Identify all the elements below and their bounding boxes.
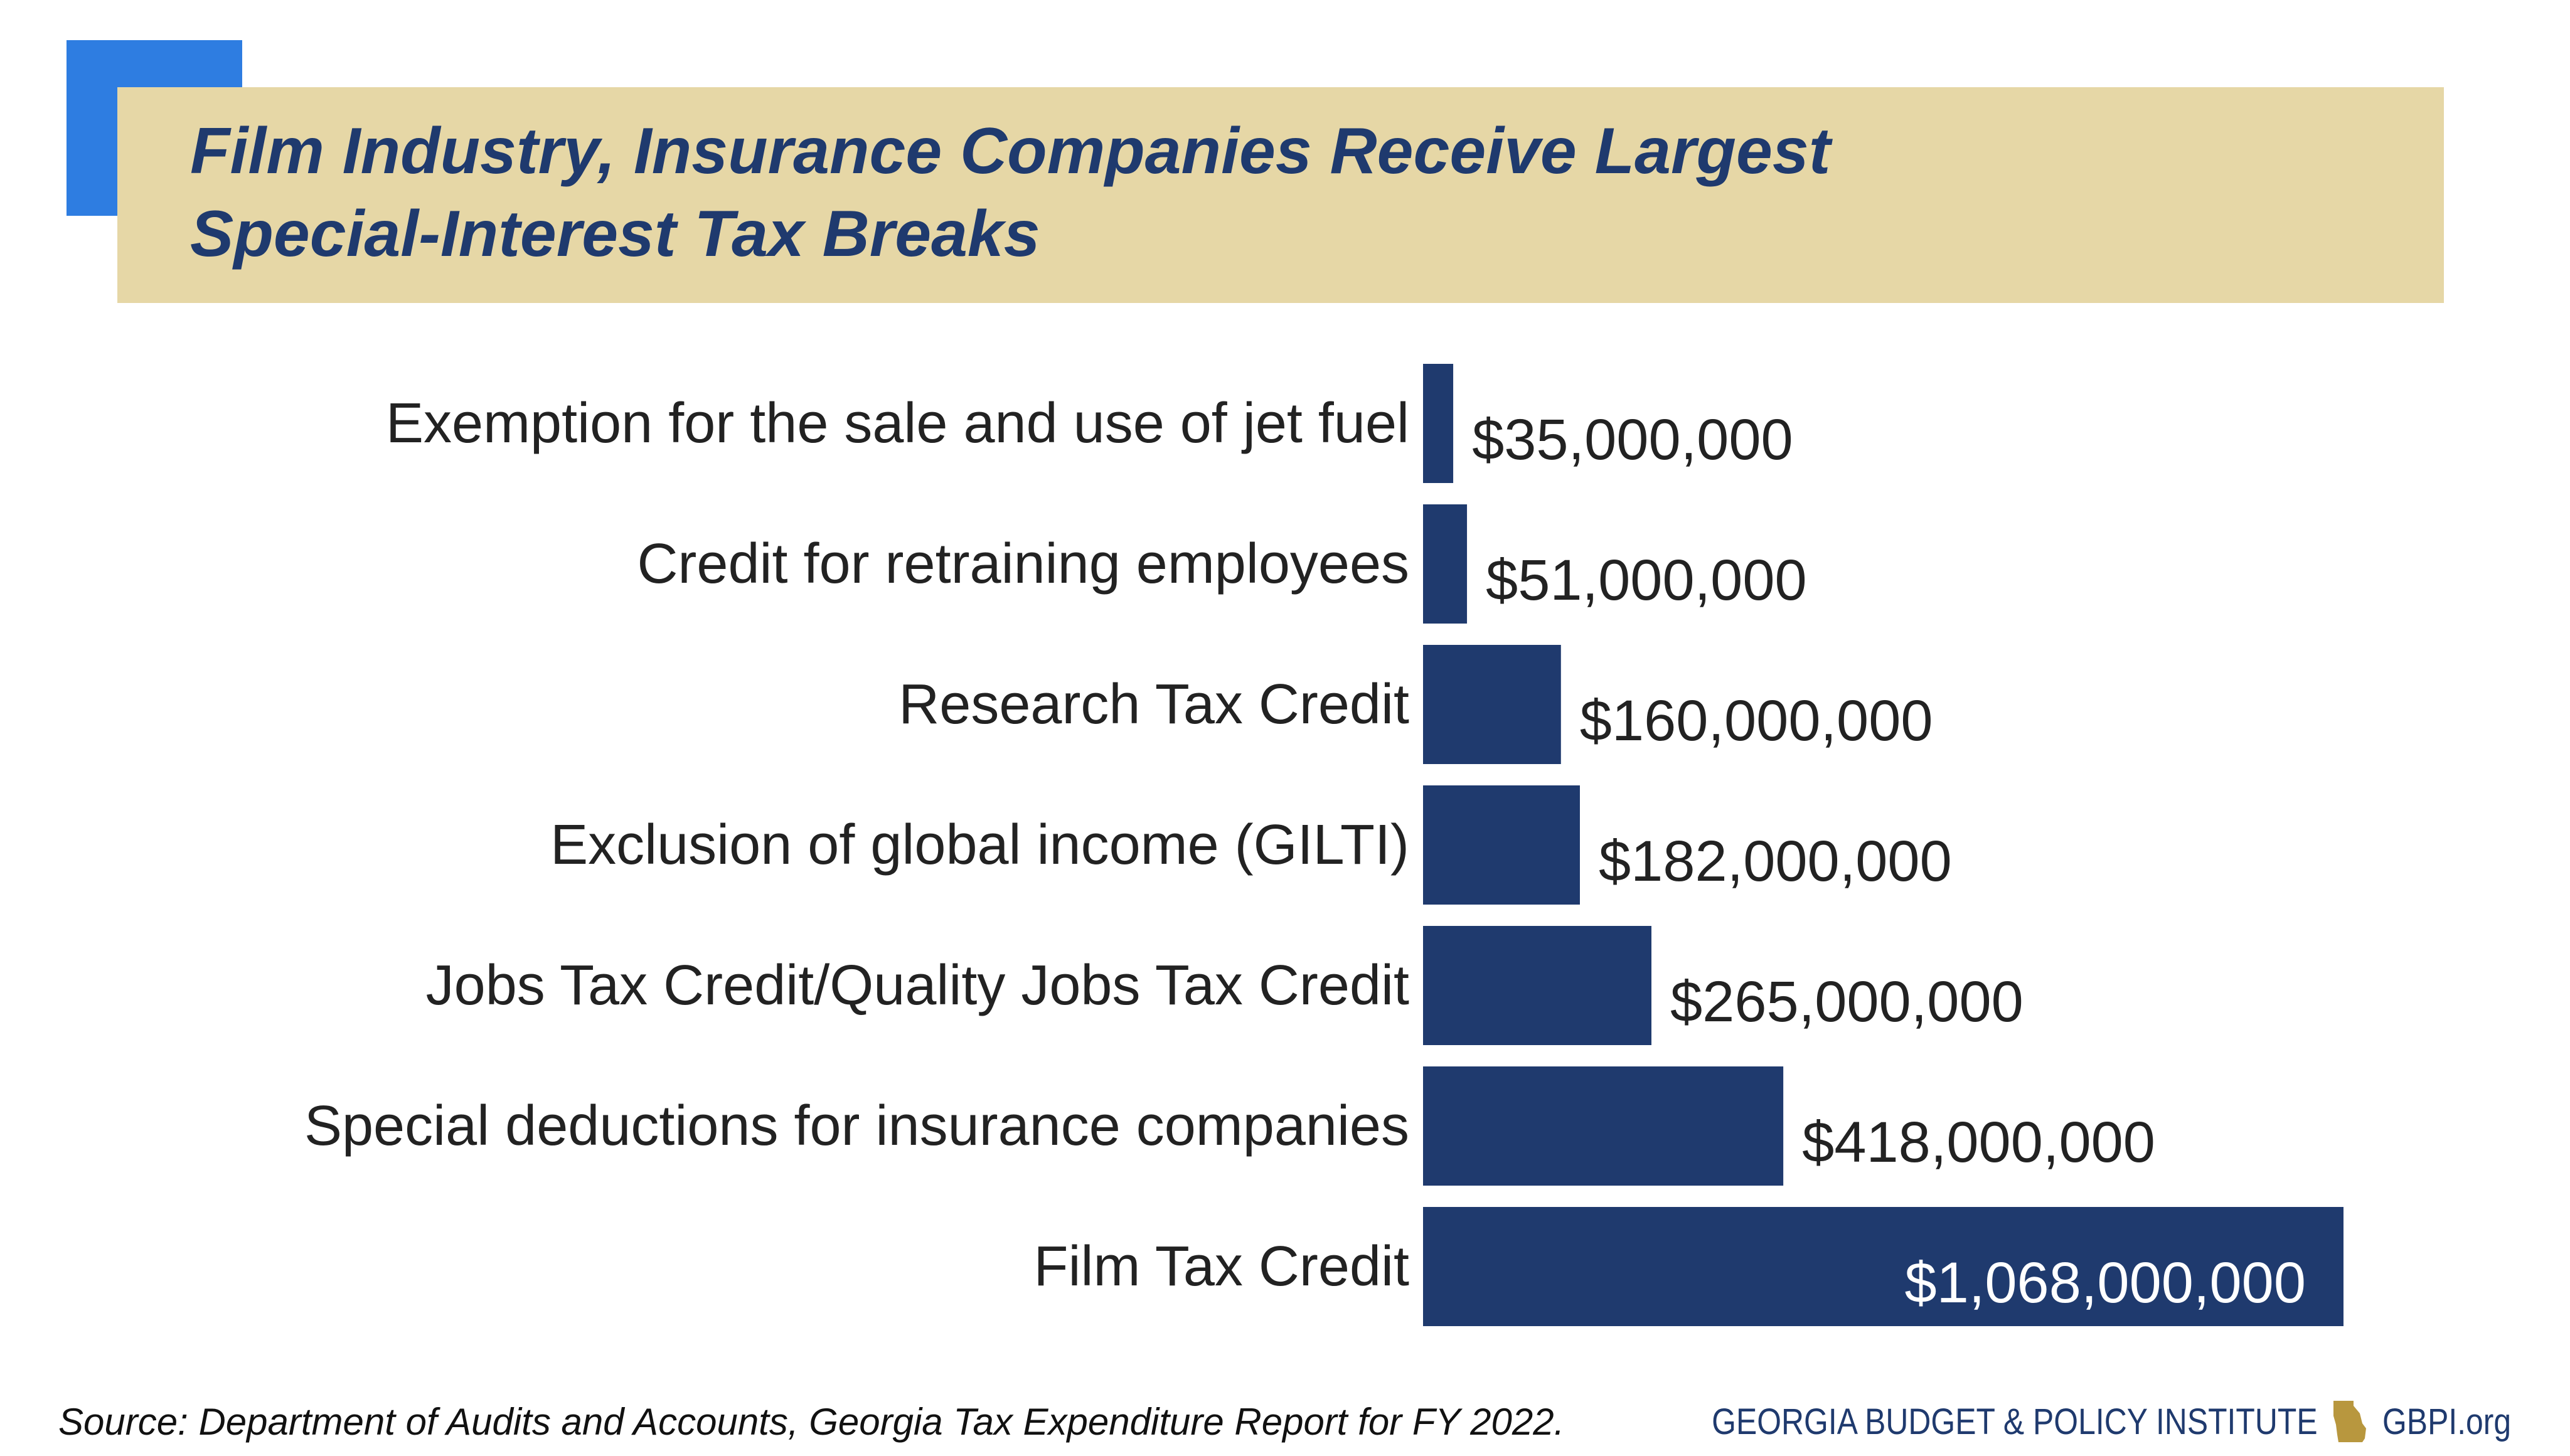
bar-2 — [1423, 504, 1468, 624]
bar-3 — [1423, 645, 1561, 764]
category-label-1: Exemption for the sale and use of jet fu… — [386, 392, 1409, 455]
value-label-2: $51,000,000 — [1486, 548, 1807, 612]
brand-footer: GEORGIA BUDGET & POLICY INSTITUTE GBPI.o… — [1613, 1396, 2532, 1447]
title-band — [117, 87, 2444, 303]
bar-7 — [1423, 1207, 2343, 1326]
bar-1 — [1423, 364, 1454, 483]
bar-5 — [1423, 926, 1652, 1045]
value-label-5: $265,000,000 — [1670, 970, 2023, 1034]
value-label-4: $182,000,000 — [1599, 829, 1952, 893]
category-label-6: Special deductions for insurance compani… — [304, 1095, 1409, 1157]
category-label-5: Jobs Tax Credit/Quality Jobs Tax Credit — [426, 954, 1409, 1017]
category-label-3: Research Tax Credit — [898, 673, 1409, 736]
category-label-4: Exclusion of global income (GILTI) — [550, 814, 1409, 876]
value-label-7: $1,068,000,000 — [1904, 1251, 2306, 1315]
category-label-7: Film Tax Credit — [1034, 1235, 1409, 1298]
category-label-2: Credit for retraining employees — [637, 533, 1409, 595]
source-note: Source: Department of Audits and Account… — [58, 1401, 1565, 1443]
georgia-state-icon — [2333, 1401, 2367, 1442]
brand-url[interactable]: GBPI.org — [2382, 1401, 2512, 1442]
chart-title-line-1: Film Industry, Insurance Companies Recei… — [190, 115, 1831, 188]
bar-4 — [1423, 785, 1580, 905]
value-label-6: $418,000,000 — [1802, 1110, 2155, 1174]
bar-6 — [1423, 1066, 1784, 1186]
chart-title-line-2: Special-Interest Tax Breaks — [190, 198, 1040, 270]
value-label-3: $160,000,000 — [1580, 689, 1933, 753]
chart-title: Film Industry, Insurance Companies Recei… — [190, 110, 2323, 275]
brand-org-name: GEORGIA BUDGET & POLICY INSTITUTE — [1711, 1401, 2318, 1442]
value-label-1: $35,000,000 — [1472, 408, 1793, 472]
